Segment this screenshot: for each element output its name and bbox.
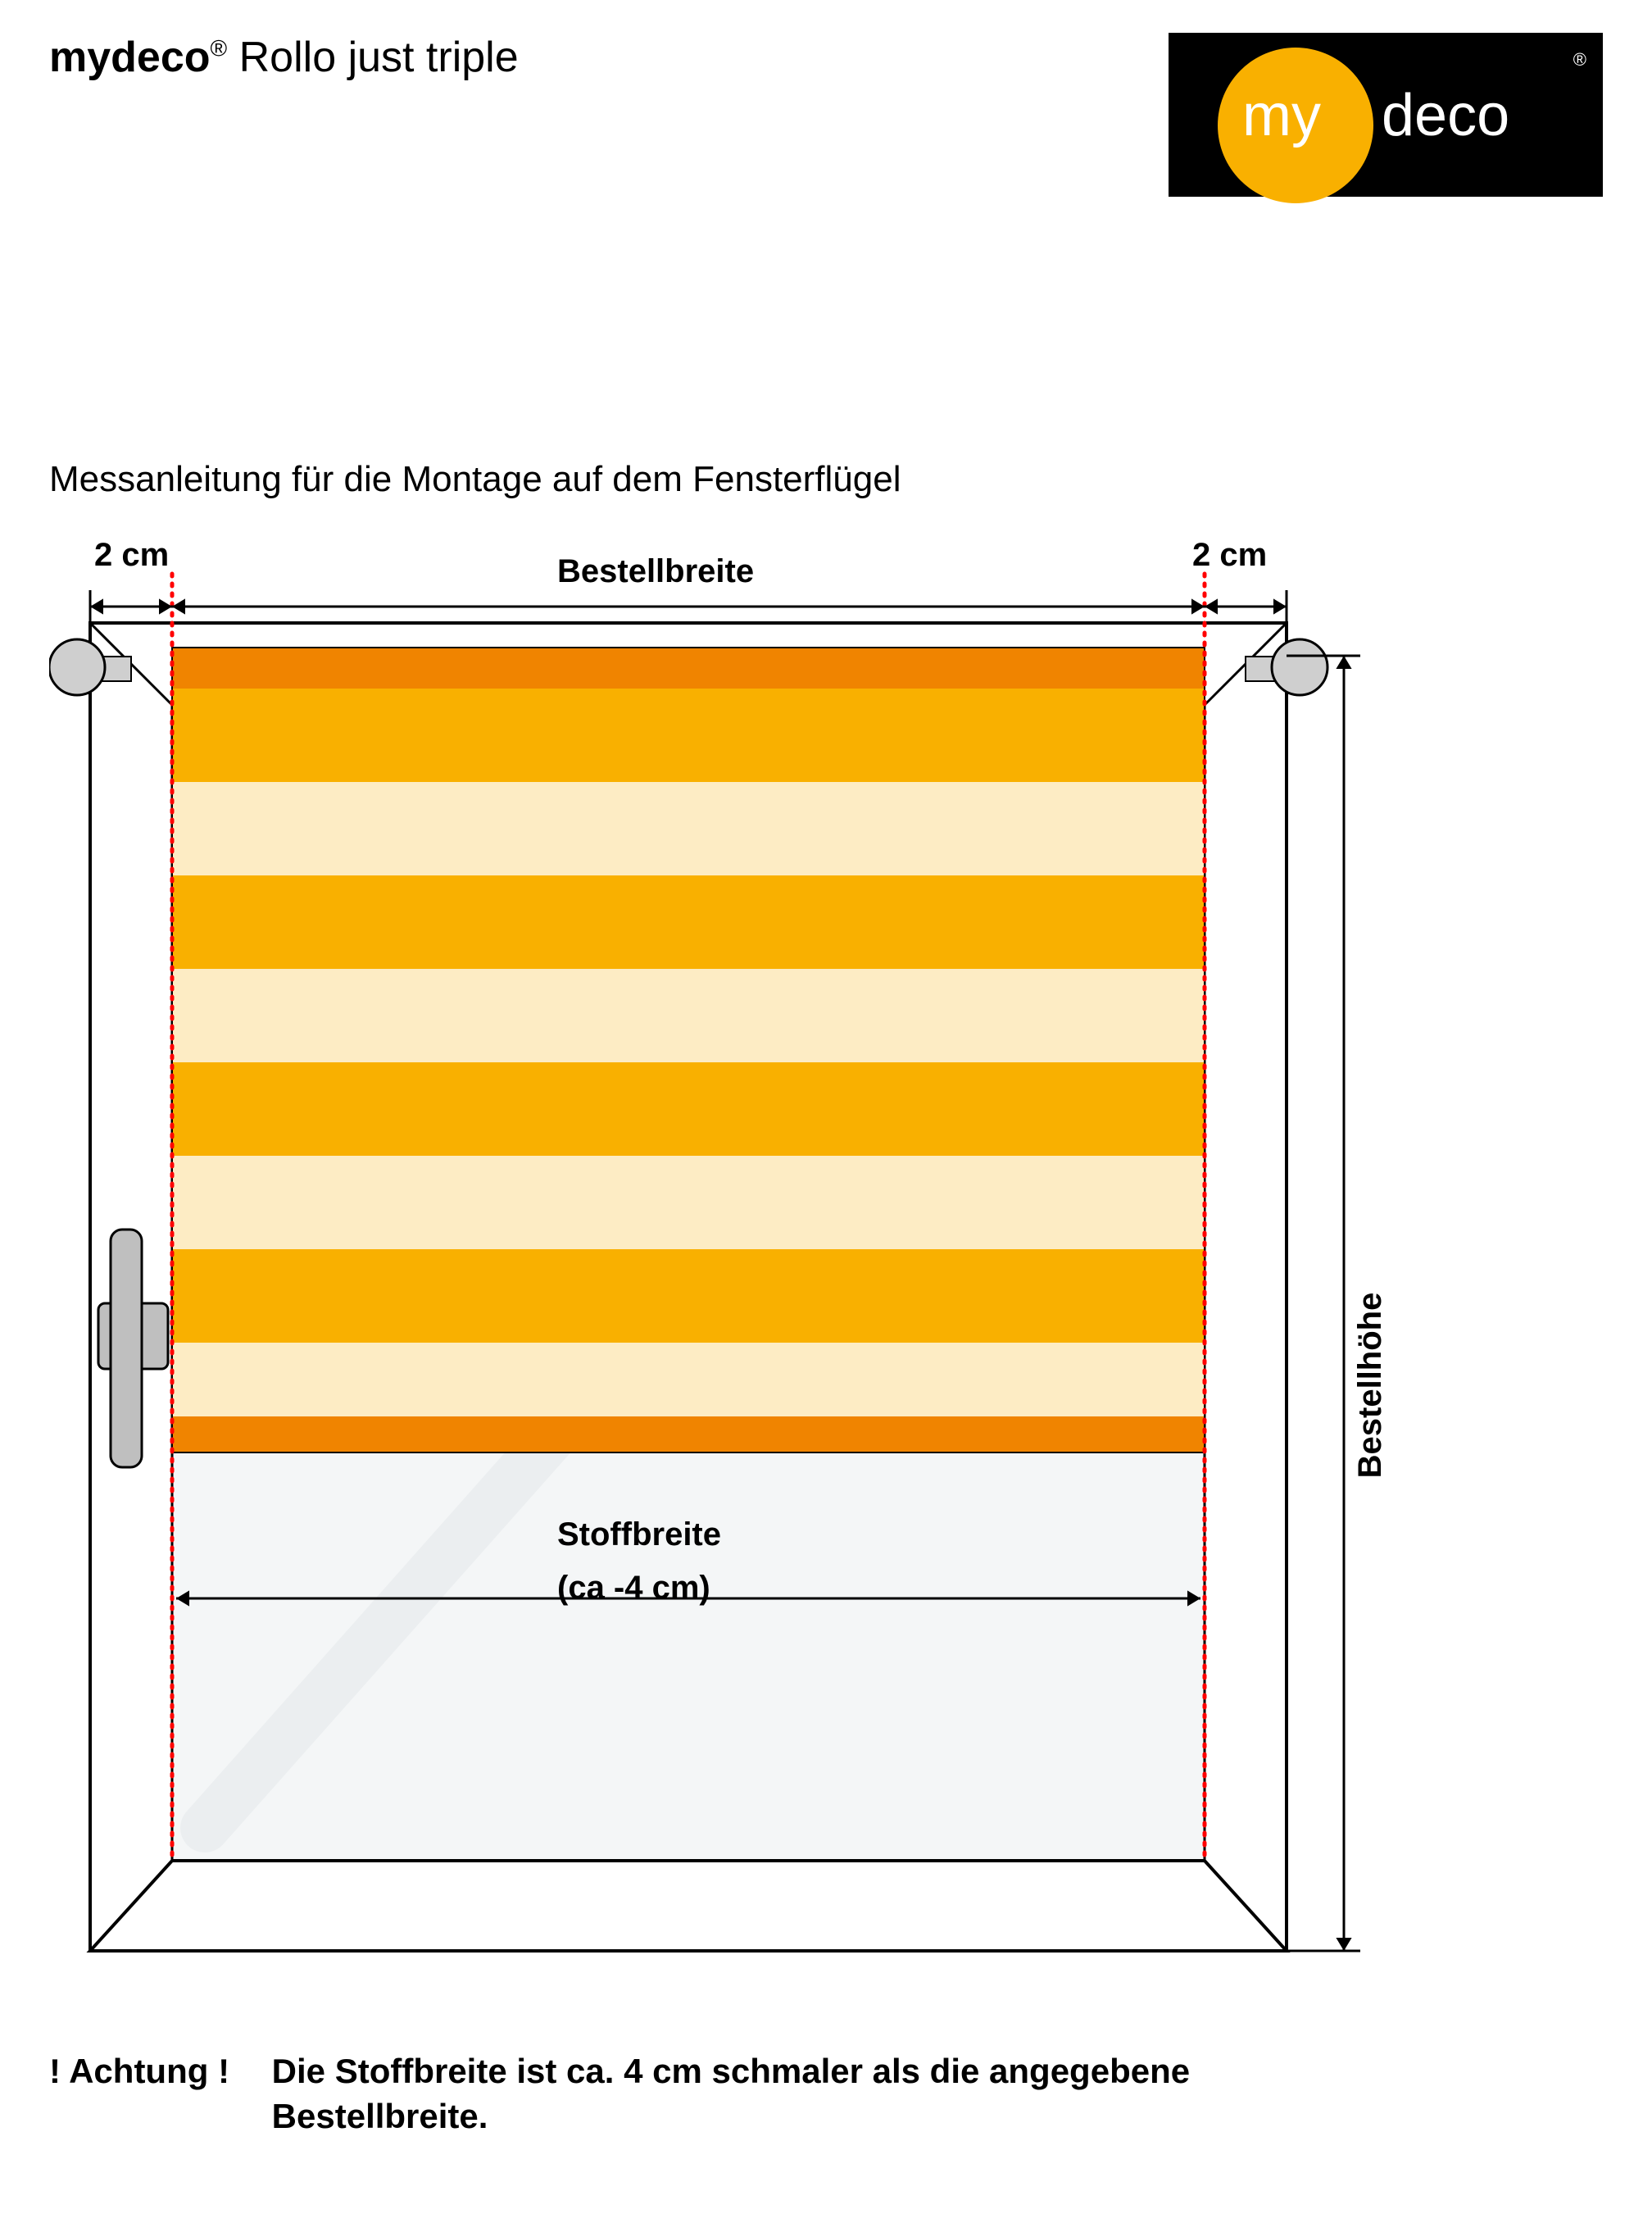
title-reg: ®: [211, 36, 228, 61]
title-rest: Rollo just triple: [227, 34, 518, 81]
svg-text:2 cm: 2 cm: [94, 537, 169, 573]
warning-note: ! Achtung ! Die Stoffbreite ist ca. 4 cm…: [49, 2049, 1442, 2139]
logo-my-text: my: [1242, 82, 1321, 149]
header: mydeco® Rollo just triple my deco ®: [49, 33, 1603, 197]
svg-text:Stoffbreite: Stoffbreite: [557, 1516, 721, 1552]
warning-text: Die Stoffbreite ist ca. 4 cm schmaler al…: [272, 2049, 1255, 2139]
svg-text:Bestellbreite: Bestellbreite: [557, 553, 754, 589]
page: mydeco® Rollo just triple my deco ® Mess…: [0, 0, 1652, 2223]
logo-reg-text: ®: [1573, 49, 1586, 70]
subheading: Messanleitung für die Montage auf dem Fe…: [49, 459, 901, 500]
title-brand: mydeco: [49, 34, 211, 81]
svg-text:Bestellhöhe: Bestellhöhe: [1352, 1293, 1388, 1479]
svg-text:(ca -4 cm): (ca -4 cm): [557, 1570, 710, 1606]
svg-text:2 cm: 2 cm: [1192, 537, 1267, 573]
diagram-svg: 2 cm 2 cm Bestellbreite Bestellhöhe Stoffbre…: [49, 525, 1442, 1984]
brand-logo: my deco ®: [1169, 33, 1603, 197]
logo-deco-text: deco: [1382, 82, 1509, 149]
warning-label: ! Achtung !: [49, 2049, 262, 2094]
measurement-diagram: 2 cm 2 cm Bestellbreite Bestellhöhe Stoffbre…: [49, 525, 1442, 1984]
